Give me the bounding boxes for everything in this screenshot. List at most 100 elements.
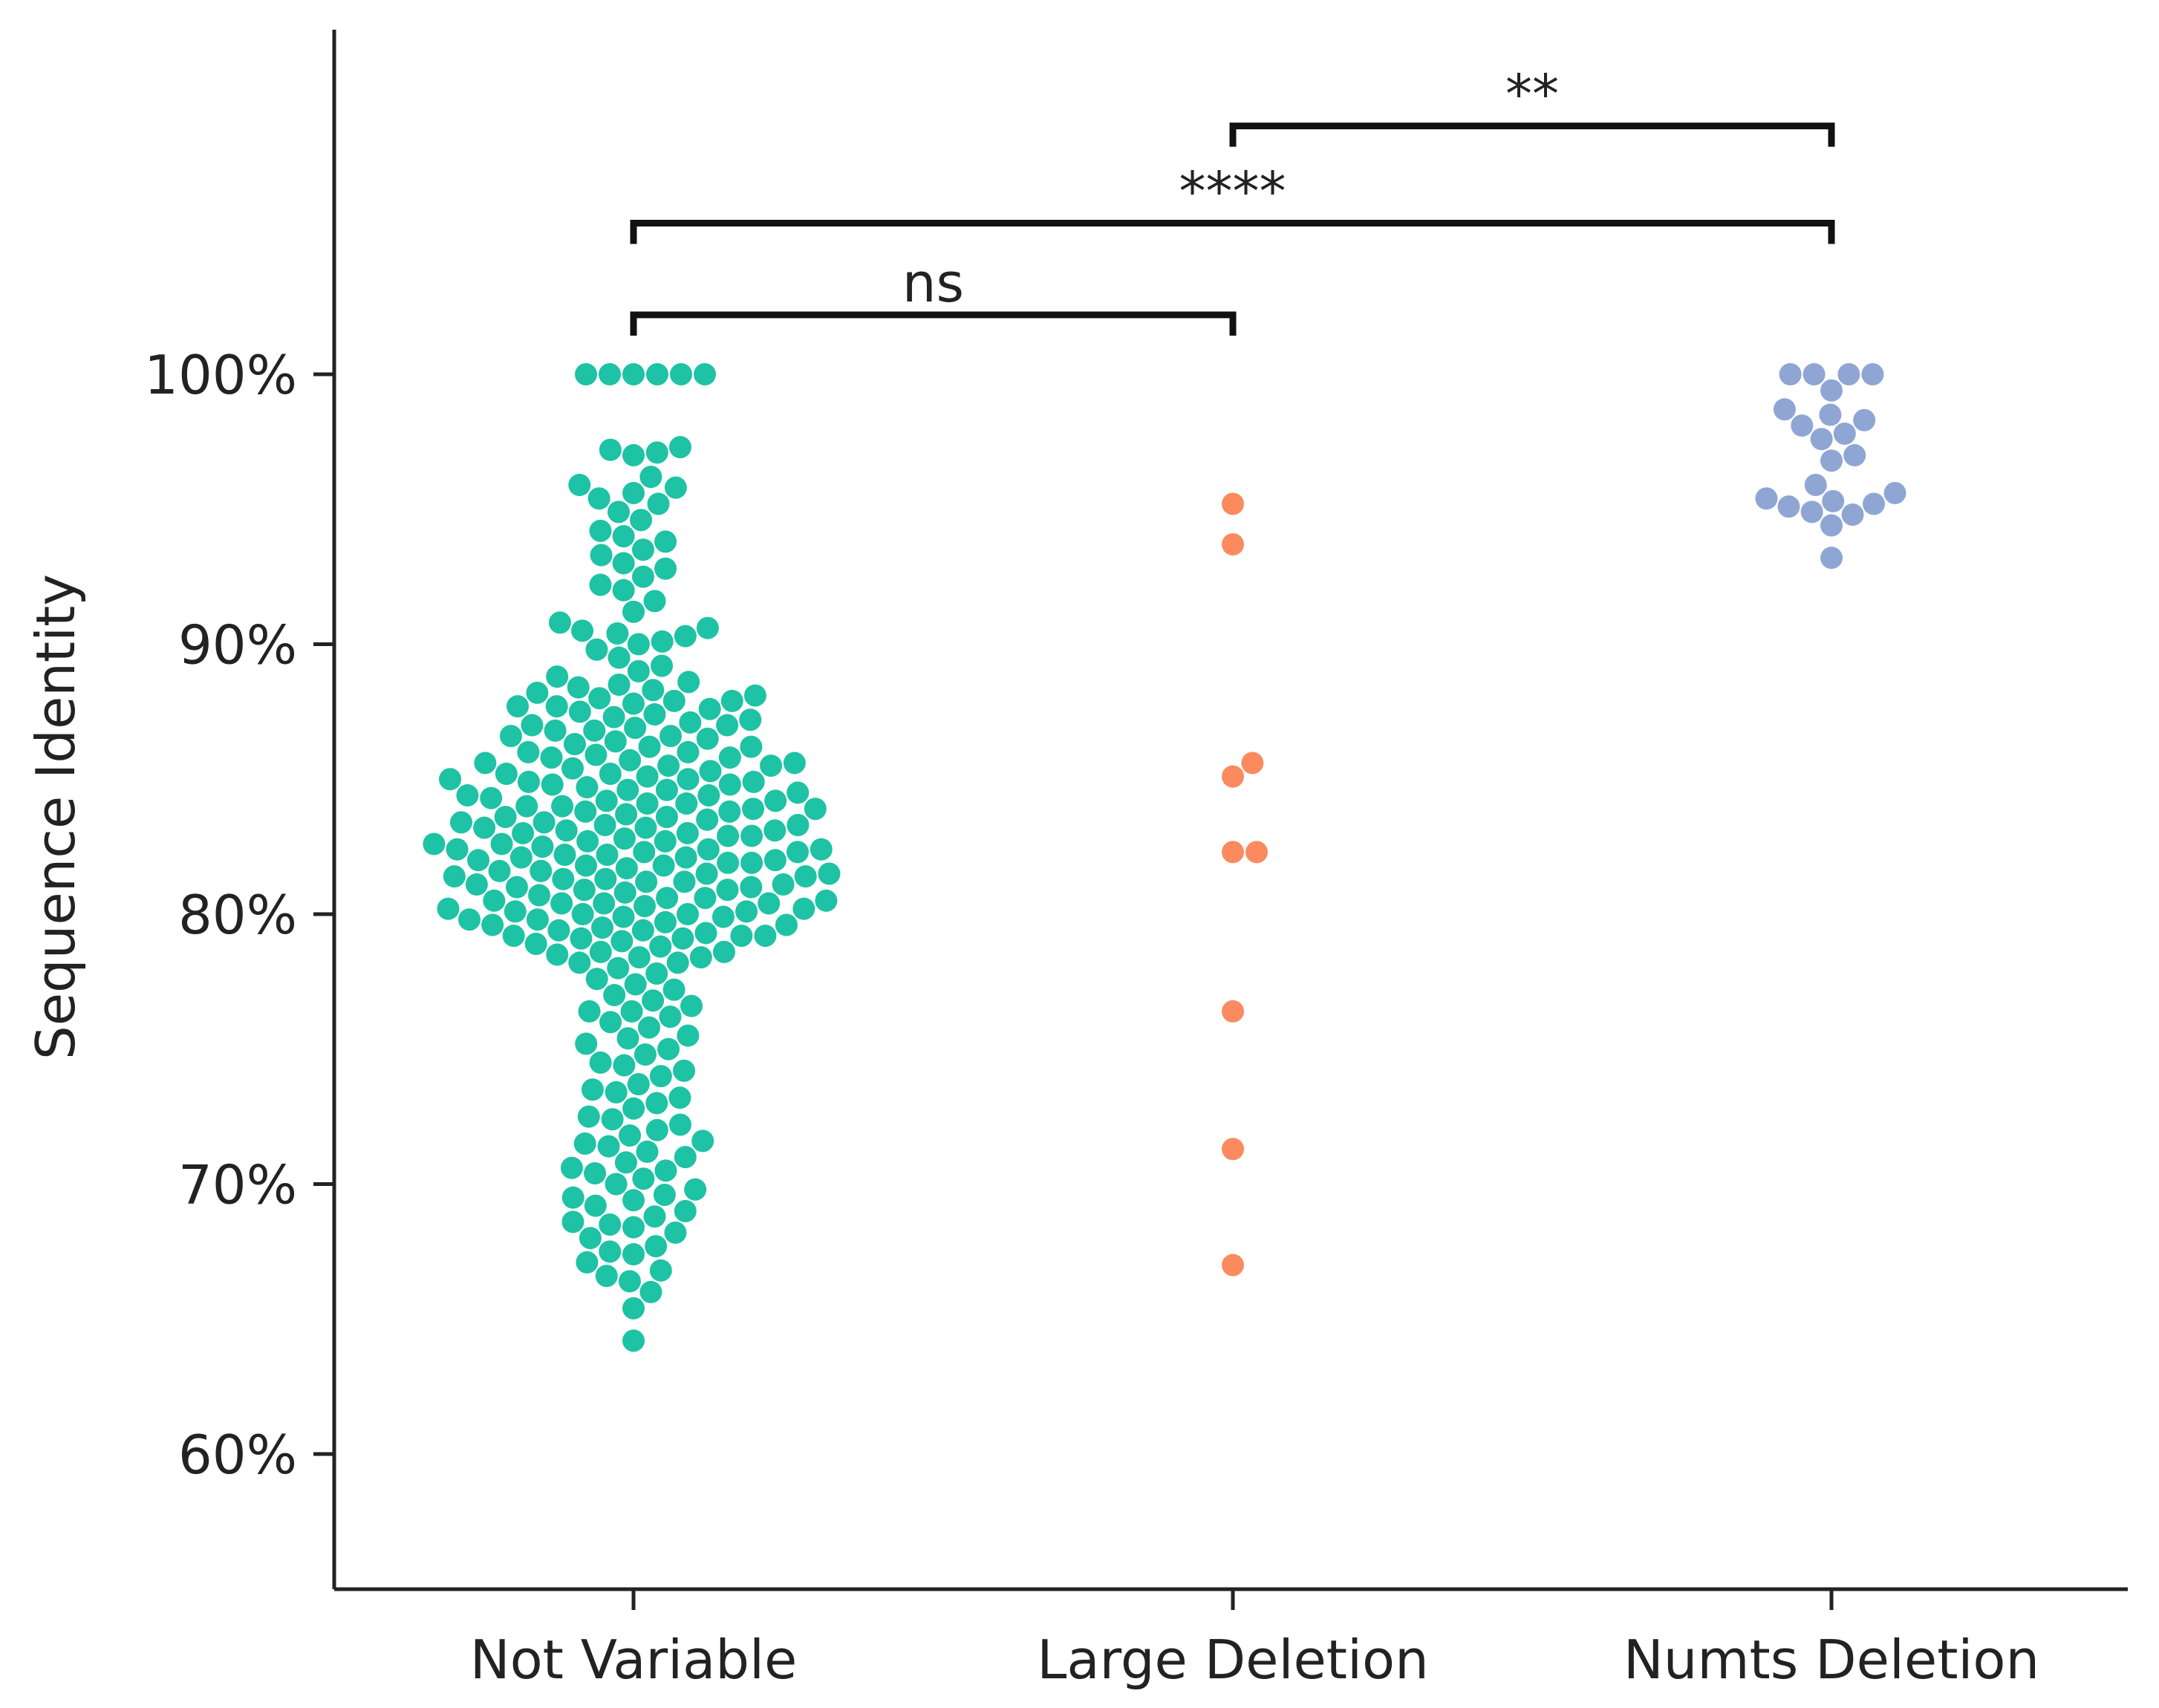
data-point [622, 1297, 645, 1320]
data-point [637, 1016, 660, 1039]
data-point [473, 816, 496, 839]
data-point [712, 940, 735, 963]
data-point [720, 689, 743, 712]
y-tick-label: 100% [144, 344, 297, 406]
data-point [505, 876, 528, 899]
data-point [512, 821, 535, 844]
significance-label: **** [1179, 160, 1286, 222]
data-point [697, 784, 720, 807]
data-point [439, 768, 462, 791]
data-point [553, 844, 576, 867]
data-point [674, 1146, 697, 1169]
data-point [597, 1135, 620, 1158]
data-points [423, 363, 1906, 1352]
data-point [1803, 363, 1826, 385]
data-point [717, 851, 740, 874]
data-point [573, 1132, 596, 1155]
data-point [622, 363, 645, 385]
data-point [660, 725, 683, 748]
data-point [654, 910, 677, 933]
data-point [613, 1054, 636, 1077]
data-point [631, 565, 654, 588]
data-point [555, 819, 578, 842]
data-point [443, 865, 466, 888]
y-axis-title: Sequence Identity [25, 574, 87, 1060]
significance-bracket [630, 219, 1835, 244]
data-point [595, 1265, 618, 1288]
data-point [599, 363, 621, 385]
data-point [639, 1280, 662, 1303]
data-point [1820, 379, 1843, 402]
data-point [696, 616, 719, 639]
data-point [602, 705, 625, 728]
data-point [633, 841, 656, 864]
data-point [560, 1156, 583, 1179]
data-point [1833, 422, 1856, 445]
data-point [585, 968, 608, 991]
data-point [680, 994, 703, 1017]
data-point [533, 811, 556, 834]
data-point [695, 862, 718, 885]
data-point [1853, 408, 1876, 431]
data-point [576, 1251, 599, 1274]
data-point [634, 816, 657, 839]
data-point [456, 784, 479, 807]
data-point [636, 1140, 659, 1163]
data-point [643, 590, 666, 613]
data-point [1837, 363, 1860, 385]
data-point [666, 951, 689, 974]
data-point [488, 859, 511, 882]
data-point [718, 773, 741, 796]
data-point [575, 363, 597, 385]
data-point [593, 814, 616, 837]
data-point [606, 622, 629, 645]
data-point [548, 611, 571, 634]
data-point [619, 1124, 642, 1147]
data-point [567, 676, 590, 699]
data-point [576, 829, 599, 853]
data-point [530, 859, 553, 882]
data-point [638, 735, 661, 758]
x-tick-label: Not Variable [470, 1629, 798, 1691]
data-point [697, 838, 720, 861]
data-point [457, 908, 481, 931]
data-point [1777, 495, 1800, 518]
data-point [676, 903, 699, 925]
data-point [1819, 403, 1842, 426]
data-point [601, 1108, 624, 1131]
data-point [674, 846, 697, 869]
data-point [1820, 547, 1843, 570]
data-point [783, 752, 806, 775]
data-point [570, 927, 593, 950]
data-point [631, 919, 654, 942]
data-point [575, 1032, 598, 1055]
data-point [507, 695, 530, 718]
data-point [653, 1184, 676, 1207]
data-point [1861, 363, 1884, 385]
data-point [608, 646, 631, 669]
data-point [699, 760, 722, 783]
data-point [696, 727, 719, 750]
data-point [561, 757, 584, 780]
data-point [763, 819, 787, 842]
data-point [810, 838, 833, 861]
x-tick-label: Large Deletion [1037, 1629, 1428, 1691]
data-point [622, 1189, 645, 1212]
data-point [691, 1130, 714, 1153]
data-point [531, 835, 554, 858]
data-point [613, 827, 636, 850]
data-point [622, 1243, 645, 1266]
data-point [654, 829, 677, 853]
data-point [645, 1235, 668, 1258]
data-point [742, 770, 765, 793]
data-point [1222, 1254, 1244, 1277]
data-point [608, 674, 631, 697]
data-point [1222, 533, 1244, 556]
data-point [526, 908, 549, 931]
data-point [717, 824, 740, 847]
data-point [792, 897, 815, 920]
data-point [589, 519, 612, 542]
data-point [654, 557, 677, 580]
data-point [1222, 492, 1244, 515]
